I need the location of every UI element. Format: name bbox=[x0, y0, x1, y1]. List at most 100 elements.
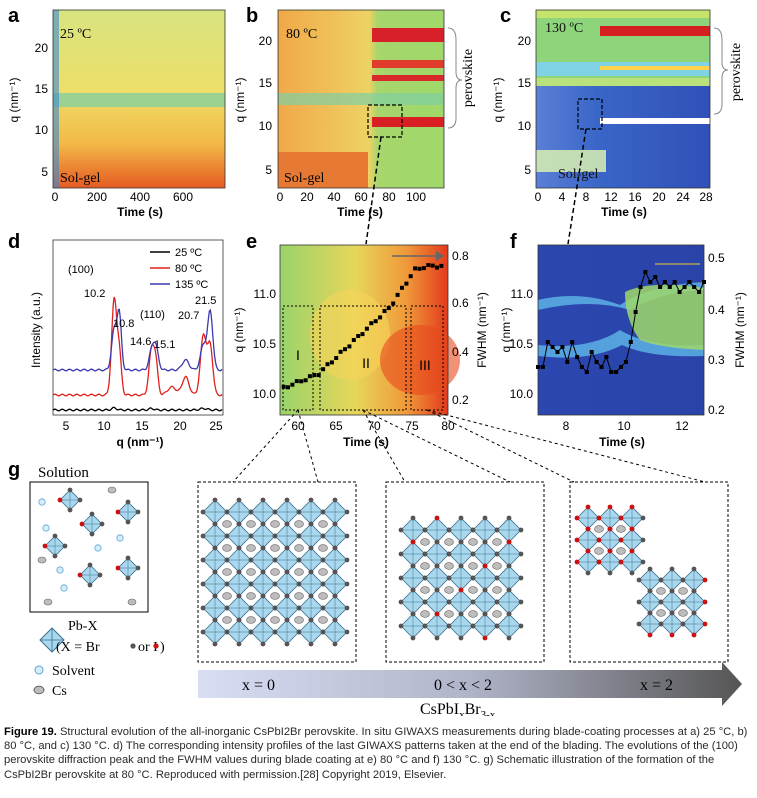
svg-text:10.5: 10.5 bbox=[510, 337, 534, 351]
cs-atom bbox=[318, 568, 328, 576]
svg-text:135 ºC: 135 ºC bbox=[175, 279, 208, 291]
halide-atom bbox=[236, 497, 242, 503]
cs-atom bbox=[222, 544, 232, 552]
halide-atom bbox=[629, 526, 635, 532]
panel-g-legend: Pb-X (X = Br or I ) Solvent Cs bbox=[33, 619, 165, 699]
halide-atom bbox=[518, 551, 524, 557]
halide-atom bbox=[691, 610, 697, 616]
panel-c: c 130 ºC Sol-gel 5 10 15 20 q (nm⁻¹) 0 4… bbox=[491, 5, 744, 219]
halide-atom bbox=[506, 611, 512, 617]
halide-atom bbox=[434, 635, 440, 641]
halide-atom bbox=[260, 641, 266, 647]
fwhm-marker bbox=[338, 349, 343, 354]
svg-text:0.4: 0.4 bbox=[452, 345, 469, 359]
cs-atom bbox=[444, 562, 454, 570]
svg-text:15: 15 bbox=[518, 76, 532, 90]
svg-text:20: 20 bbox=[518, 34, 532, 48]
halide-atom bbox=[272, 557, 278, 563]
svg-text:0.2: 0.2 bbox=[708, 403, 725, 417]
cs-atom bbox=[294, 520, 304, 528]
halide-atom bbox=[629, 548, 635, 554]
panel-b-zoom-box bbox=[367, 104, 403, 138]
halide-atom bbox=[691, 632, 697, 638]
cs-atom bbox=[222, 616, 232, 624]
halide-atom bbox=[640, 515, 646, 521]
halide-atom bbox=[52, 533, 58, 539]
svg-text:FWHM (nm⁻¹): FWHM (nm⁻¹) bbox=[475, 292, 489, 368]
svg-text:10.0: 10.0 bbox=[510, 387, 534, 401]
cs-atom bbox=[318, 592, 328, 600]
halide-atom bbox=[296, 557, 302, 563]
panel-f: f 10.0 10.5 11.0 q (nm⁻¹) 0.2 0.3 0.4 0.… bbox=[499, 231, 747, 449]
cs-atom bbox=[246, 544, 256, 552]
svg-text:4: 4 bbox=[559, 190, 566, 204]
svg-text:5: 5 bbox=[41, 165, 48, 179]
halide-atom bbox=[344, 629, 350, 635]
halide-atom bbox=[458, 515, 464, 521]
fwhm-marker bbox=[325, 362, 330, 367]
halide-atom bbox=[434, 515, 440, 521]
fwhm-marker bbox=[619, 365, 623, 369]
cs-atom bbox=[444, 586, 454, 594]
svg-text:(100): (100) bbox=[68, 264, 94, 276]
halide-atom bbox=[458, 587, 464, 593]
halide-atom bbox=[458, 611, 464, 617]
halide-atom bbox=[115, 509, 121, 515]
cs-atom bbox=[468, 586, 478, 594]
halide-atom bbox=[422, 527, 428, 533]
panel-letter-g: g bbox=[8, 459, 20, 481]
halide-atom bbox=[574, 515, 580, 521]
halide-atom bbox=[284, 545, 290, 551]
svg-text:): ) bbox=[160, 640, 165, 655]
svg-text:FWHM (nm⁻¹): FWHM (nm⁻¹) bbox=[733, 292, 747, 368]
halide-atom bbox=[248, 509, 254, 515]
fwhm-marker bbox=[360, 332, 365, 337]
halide-atom bbox=[260, 617, 266, 623]
fwhm-marker bbox=[677, 290, 682, 294]
halide-atom bbox=[284, 569, 290, 575]
halide-atom bbox=[87, 562, 93, 568]
fwhm-marker bbox=[307, 374, 312, 379]
svg-text:q (nm⁻¹): q (nm⁻¹) bbox=[117, 435, 164, 449]
fwhm-marker bbox=[395, 292, 400, 297]
halide-atom bbox=[607, 504, 613, 510]
fwhm-marker bbox=[435, 265, 439, 270]
svg-text:11.0: 11.0 bbox=[254, 287, 277, 301]
svg-text:Time (s): Time (s) bbox=[343, 435, 389, 449]
fwhm-marker bbox=[329, 360, 334, 365]
halide-atom bbox=[636, 577, 642, 583]
panel-letter-c: c bbox=[500, 5, 511, 27]
halide-atom bbox=[344, 533, 350, 539]
halide-atom bbox=[607, 526, 613, 532]
cs-atom bbox=[444, 538, 454, 546]
halide-atom bbox=[272, 533, 278, 539]
halide-atom bbox=[506, 539, 512, 545]
halide-atom bbox=[260, 545, 266, 551]
fwhm-marker bbox=[584, 370, 589, 374]
fwhm-marker bbox=[672, 280, 677, 284]
cs-ion bbox=[43, 598, 53, 606]
svg-text:Intensity (a.u.): Intensity (a.u.) bbox=[29, 292, 43, 368]
cs-atom bbox=[678, 587, 688, 595]
halide-atom bbox=[236, 569, 242, 575]
svg-text:80: 80 bbox=[441, 419, 455, 433]
halide-atom bbox=[212, 593, 218, 599]
halide-atom bbox=[434, 539, 440, 545]
panel-c-temp: 130 ºC bbox=[545, 21, 583, 36]
svg-text:0 < x < 2: 0 < x < 2 bbox=[434, 677, 492, 694]
fwhm-marker bbox=[286, 385, 290, 390]
halide-atom bbox=[89, 511, 95, 517]
fwhm-marker bbox=[321, 367, 326, 372]
cs-atom bbox=[594, 525, 604, 533]
svg-text:25: 25 bbox=[209, 419, 223, 433]
halide-atom bbox=[200, 581, 206, 587]
halide-atom bbox=[506, 515, 512, 521]
halide-atom bbox=[248, 629, 254, 635]
cs-atom bbox=[468, 538, 478, 546]
cs-atom bbox=[270, 592, 280, 600]
fwhm-marker bbox=[628, 340, 633, 344]
halide-atom bbox=[344, 509, 350, 515]
panel-d-plot bbox=[52, 296, 223, 412]
series-25C bbox=[52, 406, 223, 412]
fwhm-marker bbox=[575, 355, 580, 359]
